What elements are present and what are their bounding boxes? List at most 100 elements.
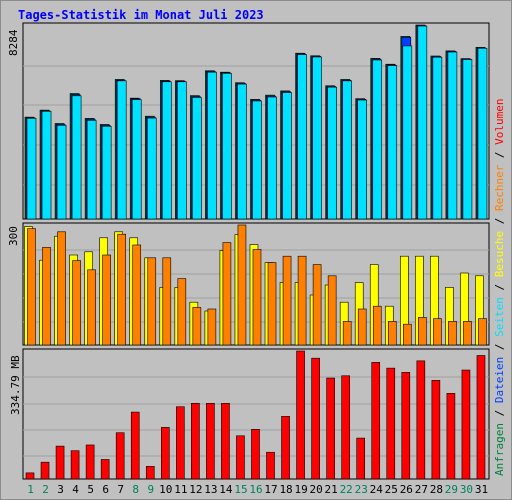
bar-volumen-day-13 — [206, 402, 215, 480]
bar-seiten-day-25 — [387, 65, 398, 220]
x-tick-label-15: 15 — [234, 483, 247, 496]
bar-seiten-day-24 — [372, 59, 383, 220]
bar-volumen-day-3 — [55, 445, 65, 480]
bar-rechner-day-13 — [207, 308, 217, 346]
bar-seiten-day-30 — [462, 59, 473, 220]
bar-seiten-day-11 — [177, 81, 187, 220]
bar-rechner-day-5 — [87, 269, 96, 346]
x-tick-label-2: 2 — [42, 483, 49, 496]
bar-volumen-day-11 — [176, 406, 185, 480]
bar-seiten-day-15 — [237, 83, 247, 220]
bar-volumen-day-30 — [461, 369, 471, 480]
bar-seiten-day-1 — [26, 117, 37, 220]
x-tick-label-16: 16 — [249, 483, 262, 496]
bar-volumen-day-2 — [40, 461, 50, 480]
bar-seiten-day-18 — [282, 92, 292, 220]
legend-item-rechner: Rechner — [493, 164, 506, 211]
bar-rechner-day-7 — [117, 233, 126, 346]
legend-separator: / — [493, 337, 506, 357]
bar-volumen-day-23 — [356, 437, 366, 480]
legend-separator: / — [493, 277, 506, 297]
x-tick-label-7: 7 — [117, 483, 124, 496]
bar-rechner-day-17 — [267, 262, 277, 346]
bar-volumen-day-29 — [446, 393, 456, 480]
bar-rechner-day-2 — [42, 247, 51, 346]
bar-rechner-day-20 — [312, 264, 322, 346]
legend-item-seiten: Seiten — [493, 297, 506, 337]
x-tick-label-17: 17 — [264, 483, 277, 496]
bar-seiten-day-8 — [131, 99, 142, 220]
x-tick-label-13: 13 — [204, 483, 217, 496]
bar-rechner-day-11 — [177, 278, 187, 346]
x-tick-label-3: 3 — [57, 483, 64, 496]
bar-rechner-day-10 — [162, 257, 172, 346]
x-tick-label-23: 23 — [355, 483, 368, 496]
bar-seiten-day-17 — [267, 96, 277, 220]
legend-separator: / — [493, 403, 506, 423]
bar-seiten-day-28 — [432, 56, 443, 220]
bar-rechner-day-24 — [372, 305, 382, 346]
x-tick-label-29: 29 — [445, 483, 458, 496]
bar-volumen-day-25 — [386, 367, 396, 480]
bar-volumen-day-18 — [281, 415, 290, 480]
bar-volumen-day-20 — [311, 357, 320, 480]
x-tick-label-20: 20 — [310, 483, 323, 496]
x-tick-label-28: 28 — [430, 483, 443, 496]
bar-rechner-day-8 — [132, 244, 142, 346]
bar-seiten-day-27 — [417, 25, 428, 220]
y-max-label-top: 8284 — [7, 29, 20, 56]
bar-seiten-day-4 — [71, 95, 82, 220]
y-max-label-bottom: 334.79 MB — [9, 355, 22, 415]
bar-volumen-day-31 — [476, 355, 486, 480]
x-tick-label-1: 1 — [27, 483, 34, 496]
x-tick-label-22: 22 — [340, 483, 353, 496]
x-tick-label-19: 19 — [294, 483, 307, 496]
bar-volumen-day-16 — [251, 428, 260, 480]
y-max-label-middle: 300 — [7, 226, 20, 246]
x-tick-label-30: 30 — [460, 483, 473, 496]
bar-volumen-day-4 — [70, 450, 80, 480]
bar-seiten-day-2 — [41, 110, 52, 220]
bar-volumen-day-8 — [130, 411, 140, 480]
bar-rechner-day-4 — [72, 260, 81, 346]
bar-seiten-day-13 — [207, 71, 217, 220]
bar-seiten-day-21 — [327, 86, 337, 220]
bar-volumen-day-12 — [191, 402, 200, 480]
x-tick-label-11: 11 — [174, 483, 187, 496]
bar-rechner-day-29 — [448, 321, 457, 346]
bar-rechner-day-31 — [478, 318, 487, 346]
bar-seiten-day-29 — [447, 51, 458, 220]
bar-volumen-day-10 — [160, 427, 170, 480]
legend-item-volumen: Volumen — [493, 98, 506, 144]
bar-seiten-day-3 — [56, 125, 67, 220]
bar-rechner-day-21 — [327, 275, 337, 346]
legend-separator: / — [493, 211, 506, 231]
bar-rechner-day-19 — [297, 255, 307, 346]
x-tick-label-5: 5 — [87, 483, 94, 496]
bar-volumen-day-21 — [326, 377, 335, 480]
bar-volumen-day-1 — [25, 472, 35, 480]
bar-volumen-day-28 — [431, 380, 441, 480]
bar-seiten-day-5 — [86, 120, 97, 220]
x-tick-label-18: 18 — [279, 483, 292, 496]
bar-volumen-day-15 — [236, 435, 245, 480]
bar-seiten-day-19 — [297, 54, 307, 220]
bar-rechner-day-12 — [192, 307, 202, 346]
bar-seiten-day-23 — [357, 99, 368, 220]
bar-rechner-day-22 — [342, 321, 352, 346]
bar-volumen-day-24 — [371, 362, 381, 480]
bar-volumen-day-17 — [266, 451, 275, 480]
bar-seiten-day-14 — [222, 73, 232, 220]
x-tick-label-8: 8 — [132, 483, 139, 496]
bar-rechner-day-25 — [387, 321, 397, 346]
bar-seiten-day-22 — [342, 80, 352, 220]
bar-volumen-day-26 — [401, 372, 411, 480]
bar-rechner-day-9 — [147, 257, 157, 346]
legend-separator: / — [493, 145, 506, 165]
bar-seiten-day-10 — [161, 81, 172, 220]
bar-rechner-day-3 — [57, 231, 66, 346]
bar-seiten-day-16 — [252, 100, 262, 220]
bar-volumen-day-5 — [85, 444, 95, 480]
legend-item-dateien: Dateien — [493, 357, 506, 403]
